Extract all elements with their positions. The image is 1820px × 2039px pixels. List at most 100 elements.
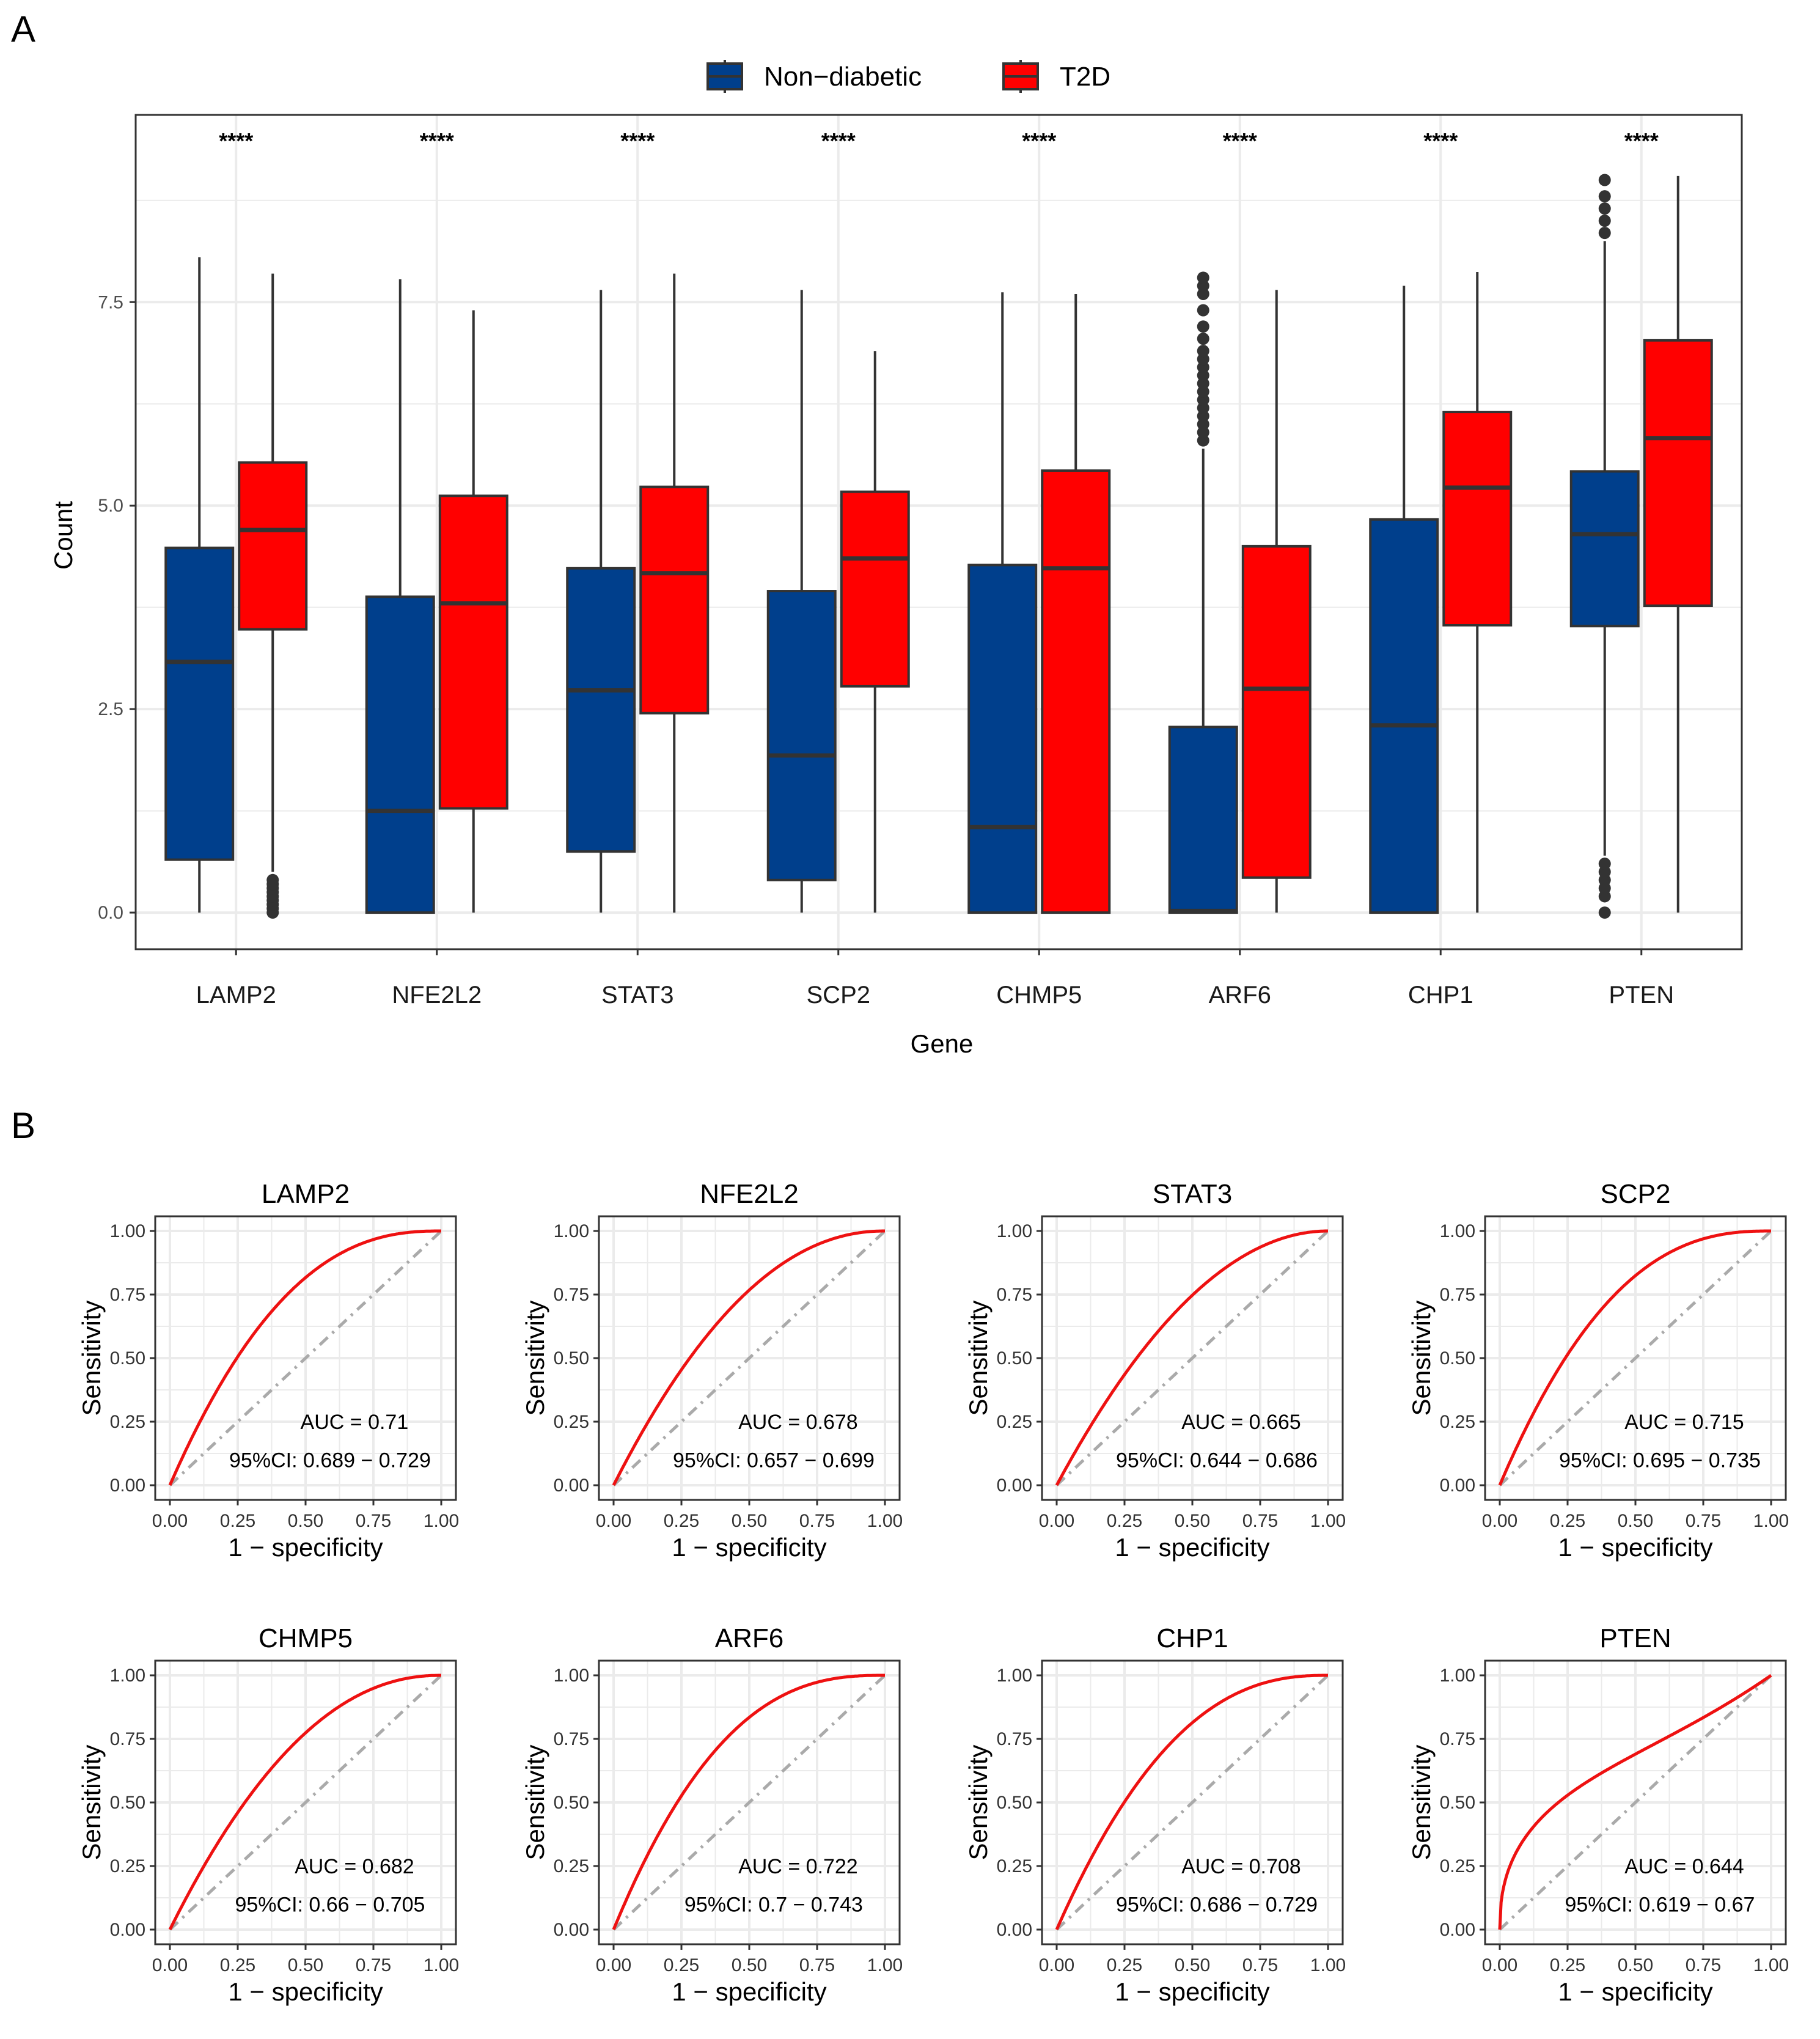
box-t2d [639,273,710,913]
roc-x-tick-label: 0.50 [732,1955,767,1975]
box-body [639,485,710,715]
roc-auc-annotation: AUC = 0.708 [1181,1855,1301,1878]
roc-x-tick-label: 0.75 [1686,1955,1721,1975]
roc-diagonal-reference [1499,1230,1772,1486]
roc-x-axis-title: 1 − specificity [672,1533,826,1562]
panel-label-a: A [11,9,35,50]
box-body [1168,726,1238,914]
roc-panel-stat3: 0.00 0.00 0.25 0.25 0.50 0.50 0.75 0.75 1.00 1.00… [964,1179,1346,1562]
y-tick-label: 0.0 [98,903,123,923]
roc-y-tick-label: 0.50 [110,1348,145,1369]
y-tick-label: 2.5 [98,699,123,719]
box-t2d [1041,293,1111,914]
roc-y-axis-title: Sensitivity [521,1744,549,1860]
outlier-point [1197,320,1209,333]
roc-y-tick-label: 0.25 [997,1412,1032,1432]
roc-y-axis-title: Sensitivity [77,1744,106,1860]
outlier-point [1598,202,1611,215]
roc-x-axis-title: 1 − specificity [672,1977,826,2006]
roc-panel-title: SCP2 [1601,1179,1671,1209]
roc-y-tick-label: 1.00 [997,1221,1032,1241]
outlier-point [1197,304,1209,317]
roc-panel-title: CHMP5 [259,1623,353,1653]
roc-y-tick-label: 1.00 [554,1221,589,1241]
roc-plot-border [1484,1215,1787,1501]
roc-diagonal-reference [612,1230,886,1486]
roc-auc-annotation: AUC = 0.678 [738,1411,858,1434]
box-t2d [840,351,910,913]
roc-x-tick-label: 0.00 [596,1511,631,1531]
roc-y-tick-label: 0.75 [997,1729,1032,1749]
roc-plot-border [154,1659,457,1945]
roc-plot-border [154,1215,457,1501]
roc-diagonal-reference [169,1230,442,1486]
roc-y-tick-label: 0.00 [110,1920,145,1940]
roc-y-tick-label: 1.00 [110,1221,145,1241]
roc-y-tick-label: 0.75 [1440,1285,1475,1305]
roc-x-tick-label: 1.00 [424,1511,459,1531]
roc-y-axis-title: Sensitivity [964,1300,993,1416]
roc-x-tick-label: 1.00 [424,1955,459,1975]
box-body [566,567,636,853]
roc-ci-annotation: 95%CI: 0.644 − 0.686 [1116,1449,1318,1472]
roc-y-tick-label: 0.00 [997,1920,1032,1940]
roc-y-tick-label: 0.00 [997,1475,1032,1496]
roc-panel-arf6: 0.00 0.00 0.25 0.25 0.50 0.50 0.75 0.75 1.00 1.00… [521,1623,903,2006]
roc-y-tick-label: 0.50 [1440,1793,1475,1813]
x-tick-label: PTEN [1609,982,1674,1008]
roc-curve [612,1673,885,1930]
roc-x-tick-label: 0.00 [596,1955,631,1975]
box-body [1241,545,1312,879]
roc-y-tick-label: 0.00 [554,1920,589,1940]
plot-border [134,114,1743,950]
box-t2d [1442,272,1513,913]
outlier-point [1598,215,1611,227]
outlier-point [1598,227,1611,240]
roc-y-tick-label: 1.00 [1440,1221,1475,1241]
roc-x-tick-label: 0.25 [664,1955,699,1975]
roc-x-tick-label: 0.25 [220,1511,255,1531]
roc-curve [168,1229,441,1486]
roc-panel-title: NFE2L2 [700,1179,798,1209]
roc-x-axis-title: 1 − specificity [228,1533,383,1562]
roc-y-axis-title: Sensitivity [77,1300,106,1416]
roc-x-axis-title: 1 − specificity [1115,1977,1269,2006]
roc-y-tick-label: 0.75 [554,1285,589,1305]
roc-x-tick-label: 1.00 [867,1955,903,1975]
box-non-diabetic [1569,174,1640,919]
roc-x-tick-label: 0.25 [1107,1955,1142,1975]
significance-label: **** [219,128,253,153]
x-tick-label: CHP1 [1408,982,1473,1008]
outlier-point [266,873,279,886]
roc-y-tick-label: 0.75 [554,1729,589,1749]
box-non-diabetic [566,290,636,913]
box-non-diabetic [967,292,1038,914]
roc-plot-border [1041,1659,1344,1945]
roc-panel-title: LAMP2 [262,1179,350,1209]
roc-y-axis-title: Sensitivity [964,1744,993,1860]
roc-auc-annotation: AUC = 0.715 [1624,1411,1744,1434]
roc-diagonal-reference [1055,1230,1329,1486]
significance-label: **** [1223,128,1257,153]
roc-x-tick-label: 0.25 [220,1955,255,1975]
roc-curve [612,1229,885,1486]
roc-x-axis-title: 1 − specificity [1558,1533,1712,1562]
box-body [1643,339,1713,608]
roc-y-tick-label: 0.00 [554,1475,589,1496]
roc-plot-border [1484,1659,1787,1945]
roc-y-axis-title: Sensitivity [1407,1744,1436,1860]
roc-x-tick-label: 0.75 [356,1955,391,1975]
roc-y-tick-label: 1.00 [554,1666,589,1686]
roc-x-tick-label: 0.50 [732,1511,767,1531]
roc-x-tick-label: 0.25 [1550,1511,1585,1531]
roc-x-tick-label: 0.75 [1686,1511,1721,1531]
roc-y-tick-label: 0.00 [110,1475,145,1496]
y-tick-label: 7.5 [98,292,123,312]
roc-y-axis-title: Sensitivity [1407,1300,1436,1416]
outlier-point [1598,174,1611,186]
legend-key-t2d [1002,60,1039,93]
outlier-point [1598,190,1611,203]
roc-y-tick-label: 1.00 [1440,1666,1475,1686]
x-axis-title: Gene [911,1029,974,1058]
roc-x-tick-label: 0.00 [152,1955,188,1975]
